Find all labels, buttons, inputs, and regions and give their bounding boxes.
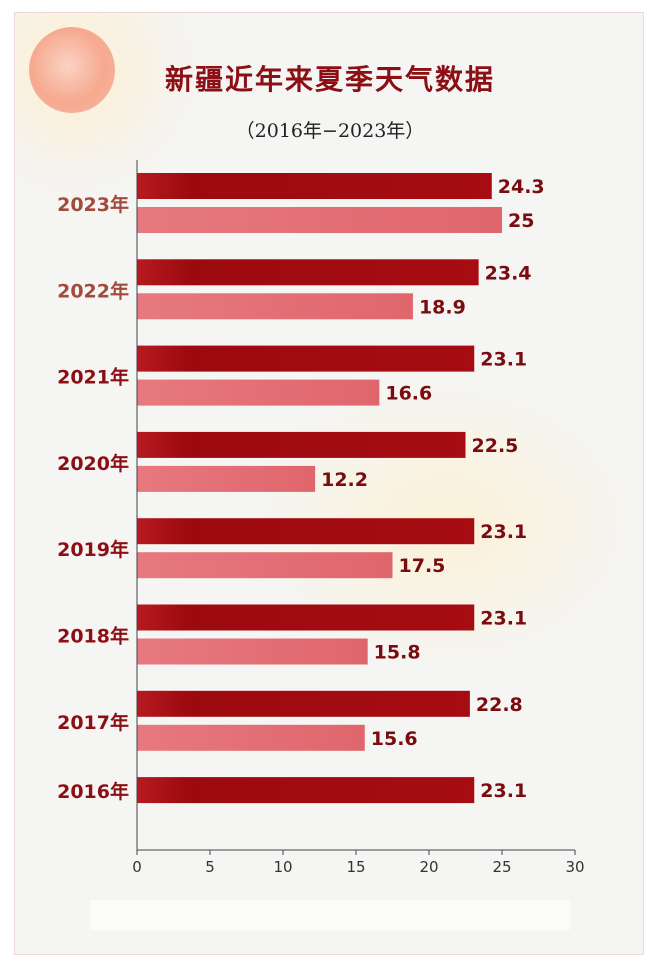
x-tick-label: 15 bbox=[346, 858, 365, 876]
x-tick-label: 10 bbox=[273, 858, 292, 876]
category-label: 2022年 bbox=[57, 279, 129, 302]
category-label: 2017年 bbox=[57, 711, 129, 734]
chart-subtitle: （2016年−2023年） bbox=[235, 120, 425, 142]
bar-series-light bbox=[137, 379, 380, 406]
bar-series-light bbox=[137, 638, 368, 665]
category-label: 2023年 bbox=[57, 193, 129, 216]
bar-series-dark bbox=[137, 777, 475, 804]
x-tick-label: 20 bbox=[419, 858, 438, 876]
value-label: 15.6 bbox=[371, 728, 418, 750]
bar-series-light bbox=[137, 465, 316, 492]
bar-series-dark bbox=[137, 604, 475, 631]
bar-series-light bbox=[137, 293, 413, 320]
value-label: 23.1 bbox=[480, 521, 527, 543]
x-tick-label: 25 bbox=[492, 858, 511, 876]
bar-series-dark bbox=[137, 345, 475, 372]
bar-series-dark bbox=[137, 173, 492, 199]
value-label: 25 bbox=[508, 210, 534, 232]
value-label: 23.4 bbox=[485, 262, 532, 284]
x-tick-label: 30 bbox=[565, 858, 584, 876]
value-label: 15.8 bbox=[374, 642, 421, 664]
category-label: 2020年 bbox=[57, 452, 129, 475]
bar-series-dark bbox=[137, 431, 466, 458]
bar-series-dark bbox=[137, 518, 475, 545]
value-label: 17.5 bbox=[399, 555, 446, 577]
value-label: 22.8 bbox=[476, 694, 523, 716]
value-label: 12.2 bbox=[321, 469, 368, 491]
bar-series-light bbox=[137, 207, 502, 233]
chart-title: 新疆近年来夏季天气数据 bbox=[164, 63, 495, 96]
category-label: 2016年 bbox=[57, 780, 129, 803]
category-label: 2021年 bbox=[57, 366, 129, 389]
bar-series-dark bbox=[137, 259, 479, 286]
value-label: 22.5 bbox=[472, 435, 519, 457]
value-label: 23.1 bbox=[480, 608, 527, 630]
value-label: 23.1 bbox=[480, 780, 527, 802]
bar-series-dark bbox=[137, 690, 470, 717]
category-label: 2019年 bbox=[57, 538, 129, 561]
value-label: 18.9 bbox=[419, 296, 466, 318]
value-label: 23.1 bbox=[480, 349, 527, 371]
bottom-band-decoration bbox=[90, 900, 570, 930]
value-label: 24.3 bbox=[498, 176, 545, 198]
category-label: 2018年 bbox=[57, 625, 129, 648]
bar-series-light bbox=[137, 552, 393, 579]
bar-series-light bbox=[137, 724, 365, 751]
sun-decoration bbox=[29, 27, 115, 113]
value-label: 16.6 bbox=[385, 383, 432, 405]
x-tick-label: 0 bbox=[132, 858, 142, 876]
x-tick-label: 5 bbox=[205, 858, 215, 876]
